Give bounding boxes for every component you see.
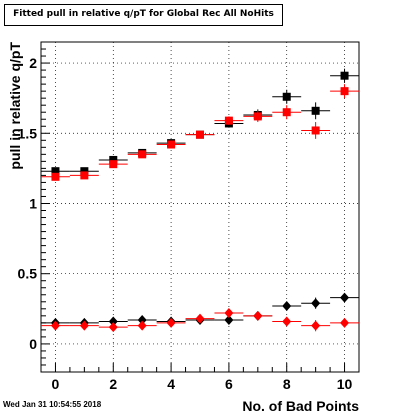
- square-marker: [80, 171, 89, 180]
- y-axis-title: pull in relative q/pT: [7, 42, 23, 170]
- diamond-marker: [137, 315, 147, 326]
- chart-title: Fitted pull in relative q/pT for Global …: [13, 9, 274, 19]
- square-marker: [340, 87, 349, 96]
- square-marker: [253, 112, 262, 121]
- square-marker: [311, 126, 320, 135]
- diamond-marker: [311, 320, 321, 331]
- diamond-marker: [224, 315, 234, 326]
- diamond-marker: [224, 308, 234, 319]
- timestamp: Wed Jan 31 10:54:55 2018: [3, 400, 102, 409]
- square-marker: [109, 160, 118, 169]
- square-marker: [196, 130, 204, 139]
- diamond-marker: [137, 320, 147, 331]
- square-marker: [138, 150, 147, 159]
- x-tick-label: 2: [109, 376, 117, 392]
- y-tick-label: 1.5: [18, 125, 38, 141]
- square-marker: [282, 108, 291, 117]
- square-marker: [340, 71, 349, 80]
- y-tick-label: 0: [29, 336, 37, 352]
- axes: 0 2 4 6 8 10 0 0.5 1 1.5 2: [18, 48, 353, 392]
- diamond-marker: [50, 320, 60, 331]
- square-marker: [51, 172, 60, 181]
- x-tick-label: 10: [337, 376, 353, 392]
- title-box: Fitted pull in relative q/pT for Global …: [4, 4, 283, 26]
- diamond-marker: [311, 298, 321, 309]
- x-tick-label: 8: [283, 376, 291, 392]
- diamond-marker: [195, 313, 205, 324]
- diamond-marker: [166, 317, 176, 328]
- square-marker: [51, 167, 60, 176]
- diamond-marker: [282, 301, 292, 311]
- grid-lines: [41, 42, 359, 372]
- square-marker: [224, 116, 233, 125]
- diamond-marker: [108, 322, 118, 333]
- square-marker: [167, 140, 176, 149]
- x-tick-label: 0: [52, 376, 60, 392]
- square-marker: [109, 155, 118, 164]
- y-tick-label: 1: [29, 195, 37, 211]
- y-tick-label: 0.5: [18, 266, 38, 282]
- diamond-marker: [340, 317, 350, 328]
- diamond-marker: [282, 316, 292, 327]
- x-axis-title: No. of Bad Points: [242, 398, 359, 414]
- diamond-marker: [108, 316, 118, 327]
- square-marker: [311, 106, 320, 115]
- diamond-marker: [340, 292, 350, 303]
- data-points: [41, 68, 359, 333]
- square-marker: [282, 92, 291, 101]
- y-tick-label: 2: [29, 55, 37, 71]
- x-tick-label: 4: [167, 376, 175, 392]
- square-marker: [80, 167, 89, 176]
- diamond-marker: [253, 310, 263, 321]
- diamond-marker: [79, 320, 89, 331]
- x-tick-label: 6: [225, 376, 233, 392]
